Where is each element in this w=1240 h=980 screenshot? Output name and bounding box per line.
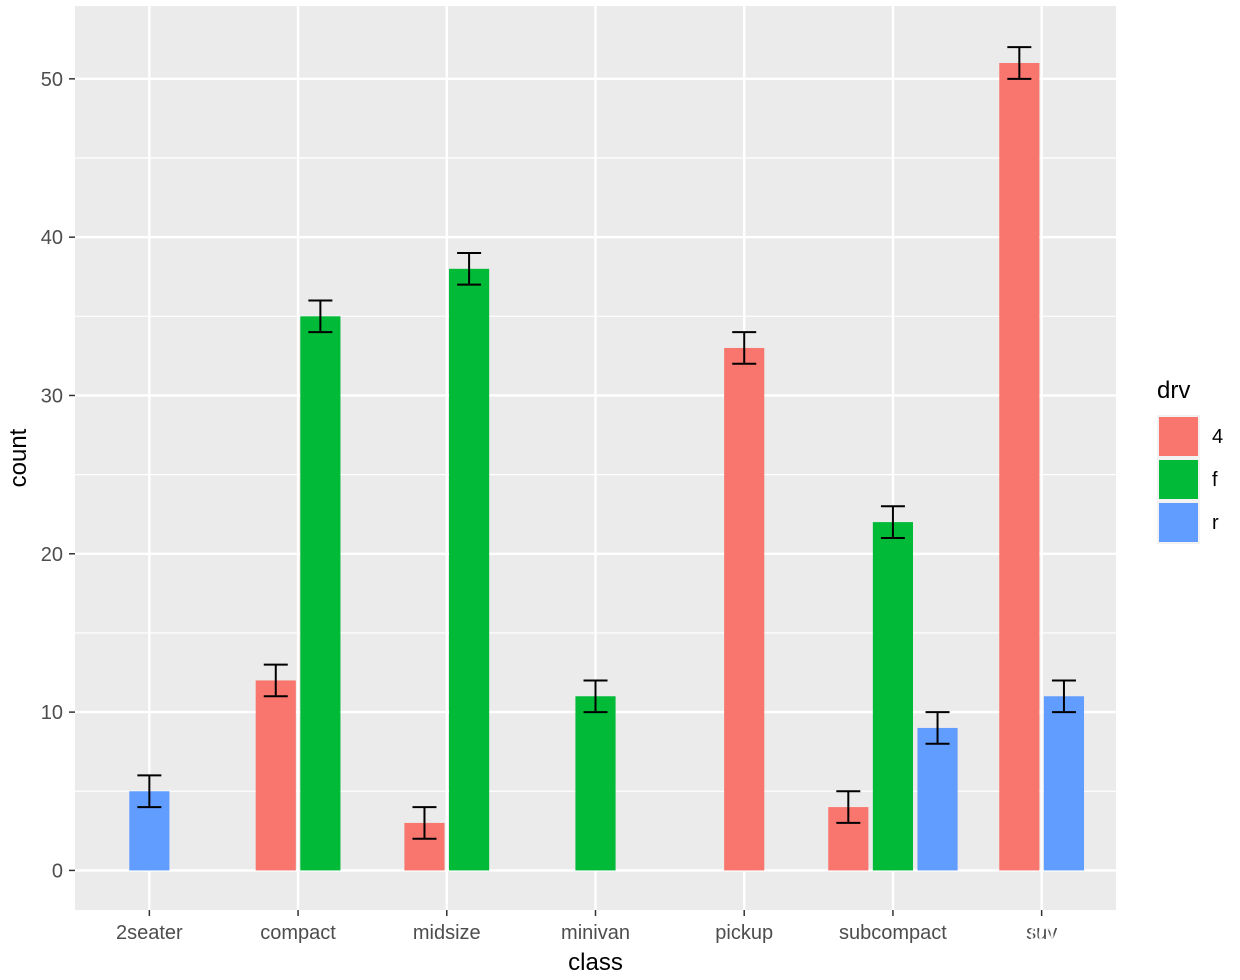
y-tick-label: 0 (52, 860, 63, 882)
legend-label-r: r (1212, 512, 1219, 534)
bar-4-compact (255, 680, 296, 871)
legend: drv 4 fr (1157, 377, 1223, 544)
legend-swatch-r (1159, 503, 1198, 542)
y-tick-label: 40 (41, 227, 63, 249)
y-tick-label: 50 (41, 69, 63, 91)
legend-label-f: f (1212, 469, 1218, 491)
bar-f-subcompact (872, 522, 914, 871)
grid-major (75, 6, 1116, 910)
x-tick-label: pickup (715, 922, 773, 944)
bar-4-pickup (724, 347, 765, 871)
bar-4-suv (999, 62, 1040, 871)
watermark: 知乎 @名本无名 (945, 912, 1208, 953)
legend-swatch-f (1159, 460, 1198, 499)
x-axis: 2seater compact midsize minivan pickup subcom… (116, 910, 1057, 944)
y-tick-label: 20 (41, 544, 63, 566)
bar-f-minivan (575, 696, 616, 871)
bar-f-midsize (449, 268, 490, 871)
error-bars (137, 46, 1076, 840)
x-tick-label: compact (260, 922, 336, 944)
y-axis-title: count (5, 428, 32, 487)
x-tick-label: minivan (561, 922, 630, 944)
bar-r-suv (1043, 696, 1085, 871)
x-tick-label: midsize (413, 922, 481, 944)
bar-r-subcompact (917, 727, 958, 871)
x-tick-label: 2seater (116, 922, 183, 944)
y-axis: 0 10 20 30 40 50 (41, 69, 75, 882)
y-tick-label: 30 (41, 385, 63, 407)
x-tick-label: suv (1026, 922, 1057, 944)
bar-f-compact (300, 316, 341, 871)
bars (129, 62, 1085, 871)
legend-title: drv (1157, 377, 1190, 404)
y-tick-label: 10 (41, 702, 63, 724)
legend-label-4: 4 (1212, 426, 1223, 448)
x-tick-label: subcompact (839, 922, 947, 944)
x-axis-title: class (568, 949, 623, 976)
legend-swatch-4 (1159, 417, 1198, 456)
